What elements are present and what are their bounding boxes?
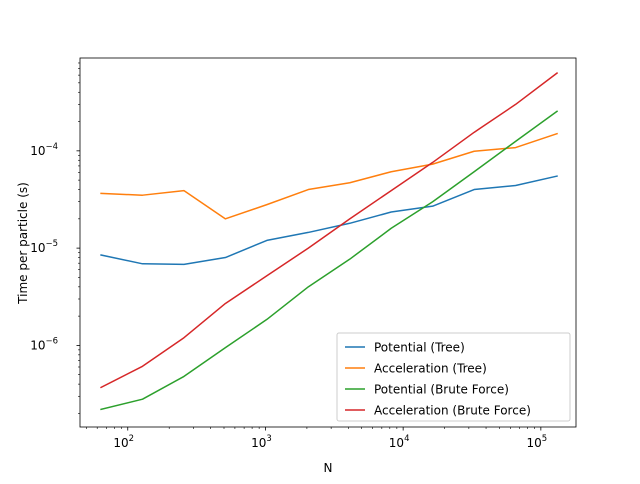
x-tick-label-exponent: 5	[542, 434, 547, 444]
y-tick-label-exponent: −4	[45, 142, 58, 152]
y-tick-label-exponent: −6	[45, 336, 58, 346]
y-tick-label: 10−4	[30, 142, 58, 158]
x-tick-label-exponent: 4	[404, 434, 409, 444]
legend: Potential (Tree) Acceleration (Tree) Poten…	[336, 332, 571, 422]
legend-label-4: Acceleration (Brute Force)	[374, 404, 531, 418]
axes-frame	[79, 57, 577, 428]
y-axis-label: Time per particle (s)	[16, 182, 30, 305]
series-line-3	[100, 110, 559, 411]
legend-label-1: Potential (Tree)	[374, 341, 465, 355]
series-line-1	[100, 175, 558, 266]
y-tick-label: 10−5	[30, 239, 58, 255]
x-tick-label-exponent: 3	[266, 434, 271, 444]
legend-frame	[336, 332, 571, 422]
series-layer	[100, 72, 559, 411]
x-tick-label-exponent: 2	[129, 434, 134, 444]
series-line-2	[100, 132, 558, 220]
x-tick-label: 104	[389, 434, 410, 450]
y-tick-label-exponent: −5	[45, 239, 58, 249]
x-tick-label: 102	[113, 434, 134, 450]
x-tick-label: 105	[526, 434, 547, 450]
x-tick-label: 103	[251, 434, 272, 450]
y-tick-label: 10−6	[30, 336, 58, 352]
legend-label-2: Acceleration (Tree)	[374, 362, 487, 376]
x-axis-label: N	[324, 461, 333, 475]
legend-label-3: Potential (Brute Force)	[374, 383, 509, 397]
series-line-4	[100, 72, 559, 389]
